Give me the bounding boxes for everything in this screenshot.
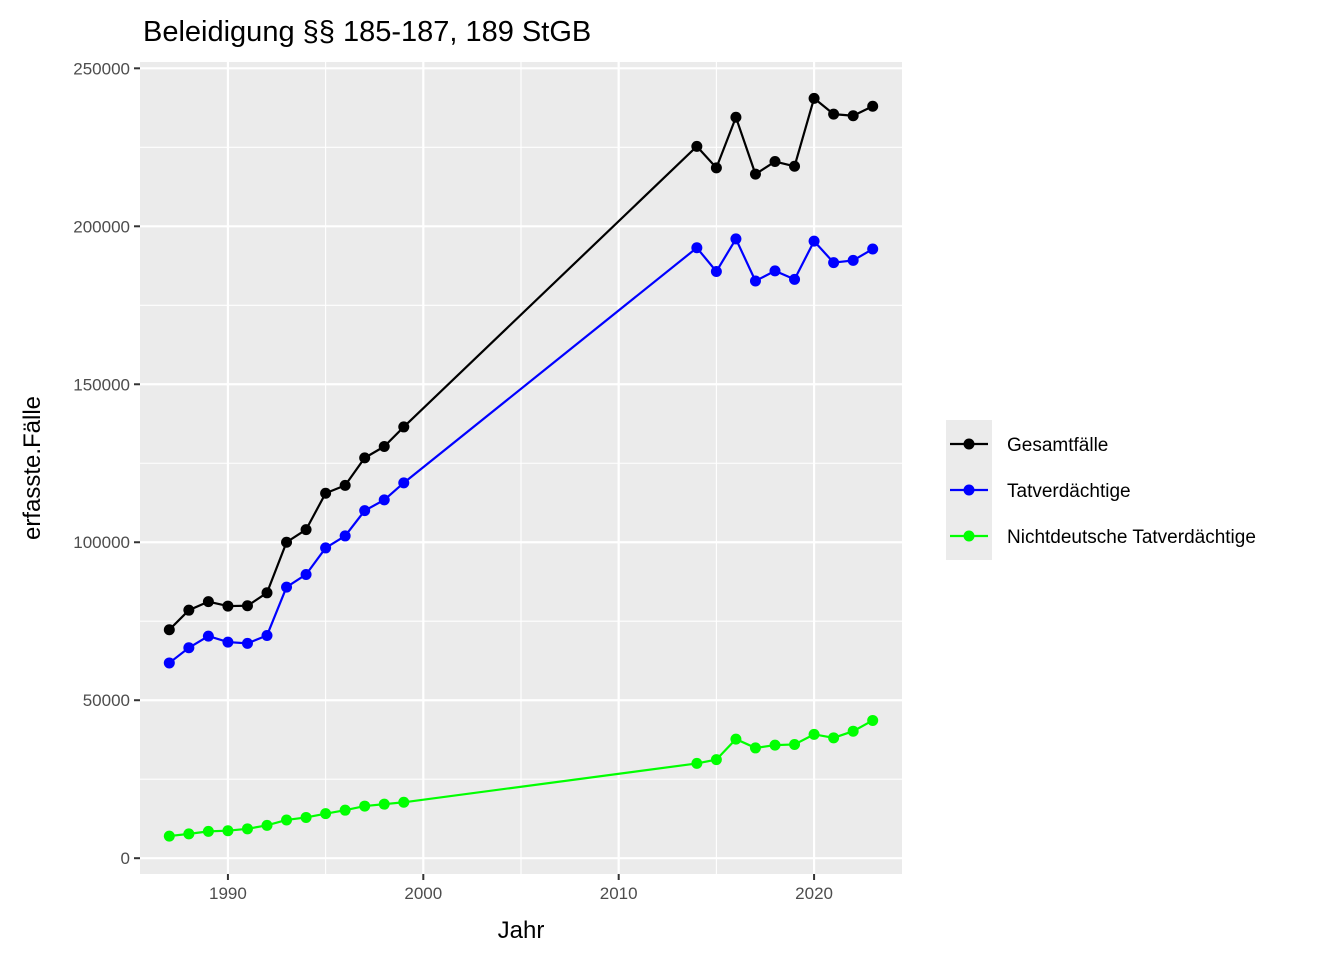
- legend-key-point: [963, 530, 975, 542]
- minor-gridlines: [140, 62, 902, 874]
- y-axis: 0 50000 100000 150000 200000 250000: [73, 59, 140, 868]
- legend-label: Nichtdeutsche Tatverdächtige: [1007, 527, 1256, 548]
- data-point: [867, 100, 879, 112]
- y-tick-label: 50000: [83, 691, 130, 710]
- data-point: [163, 657, 175, 669]
- data-point: [202, 596, 214, 608]
- data-point: [769, 739, 781, 751]
- chart-title: Beleidigung §§ 185-187, 189 StGB: [143, 16, 591, 48]
- data-point: [398, 796, 410, 808]
- series-layer: [163, 92, 879, 842]
- data-point: [769, 265, 781, 277]
- y-tick-label: 250000: [73, 59, 130, 78]
- data-point: [183, 642, 195, 654]
- data-point: [281, 581, 293, 593]
- y-tick-label: 200000: [73, 217, 130, 236]
- legend: Gesamtfälle Tatverdächtige Nichtdeutsche T…: [946, 420, 1256, 560]
- data-point: [339, 530, 351, 542]
- data-point: [691, 757, 703, 769]
- data-point: [359, 452, 371, 464]
- data-point: [769, 156, 781, 168]
- data-point: [320, 487, 332, 499]
- data-point: [183, 604, 195, 616]
- data-point: [847, 110, 859, 122]
- data-point: [828, 732, 840, 744]
- data-point: [867, 243, 879, 255]
- data-point: [808, 92, 820, 104]
- data-point: [202, 825, 214, 837]
- data-point: [749, 275, 761, 287]
- data-point: [789, 160, 801, 172]
- data-point: [222, 825, 234, 837]
- data-point: [300, 568, 312, 580]
- data-point: [789, 273, 801, 285]
- data-point: [691, 140, 703, 152]
- data-point: [241, 600, 253, 612]
- data-point: [789, 738, 801, 750]
- data-point: [730, 233, 742, 245]
- y-axis-title: erfasste.Fälle: [19, 396, 46, 540]
- data-point: [359, 505, 371, 517]
- data-point: [320, 542, 332, 554]
- data-point: [281, 536, 293, 548]
- data-point: [222, 636, 234, 648]
- data-point: [222, 600, 234, 612]
- data-point: [261, 587, 273, 599]
- data-point: [398, 477, 410, 489]
- y-tick-label: 0: [121, 849, 130, 868]
- data-point: [867, 714, 879, 726]
- data-point: [281, 814, 293, 826]
- data-point: [378, 798, 390, 810]
- data-point: [163, 624, 175, 636]
- data-point: [241, 823, 253, 835]
- data-point: [261, 629, 273, 641]
- data-point: [847, 725, 859, 737]
- y-tick-label: 150000: [73, 375, 130, 394]
- x-tick-label: 2000: [404, 884, 442, 903]
- y-tick-label: 100000: [73, 533, 130, 552]
- x-tick-label: 1990: [209, 884, 247, 903]
- data-point: [378, 494, 390, 506]
- x-tick-label: 2020: [795, 884, 833, 903]
- data-point: [300, 524, 312, 536]
- data-point: [749, 168, 761, 180]
- legend-key-point: [963, 484, 975, 496]
- data-point: [828, 257, 840, 269]
- data-point: [691, 242, 703, 254]
- data-point: [202, 630, 214, 642]
- data-point: [710, 162, 722, 174]
- data-point: [730, 111, 742, 123]
- data-point: [378, 441, 390, 453]
- data-point: [749, 742, 761, 754]
- data-point: [730, 733, 742, 745]
- data-point: [710, 265, 722, 277]
- major-gridlines: [140, 62, 902, 874]
- data-point: [320, 808, 332, 820]
- data-point: [828, 108, 840, 120]
- data-point: [261, 819, 273, 831]
- data-point: [710, 754, 722, 766]
- data-point: [241, 637, 253, 649]
- legend-label: Tatverdächtige: [1007, 481, 1131, 502]
- data-point: [808, 728, 820, 740]
- data-point: [847, 254, 859, 266]
- x-tick-label: 2010: [600, 884, 638, 903]
- legend-label: Gesamtfälle: [1007, 435, 1108, 456]
- data-point: [339, 804, 351, 816]
- x-axis: 1990 2000 2010 2020: [209, 874, 833, 903]
- data-point: [300, 811, 312, 823]
- data-point: [808, 235, 820, 247]
- data-point: [339, 479, 351, 491]
- x-axis-title: Jahr: [498, 917, 545, 944]
- data-point: [183, 828, 195, 840]
- data-point: [359, 800, 371, 812]
- legend-key-point: [963, 438, 975, 450]
- data-point: [398, 421, 410, 433]
- data-point: [163, 830, 175, 842]
